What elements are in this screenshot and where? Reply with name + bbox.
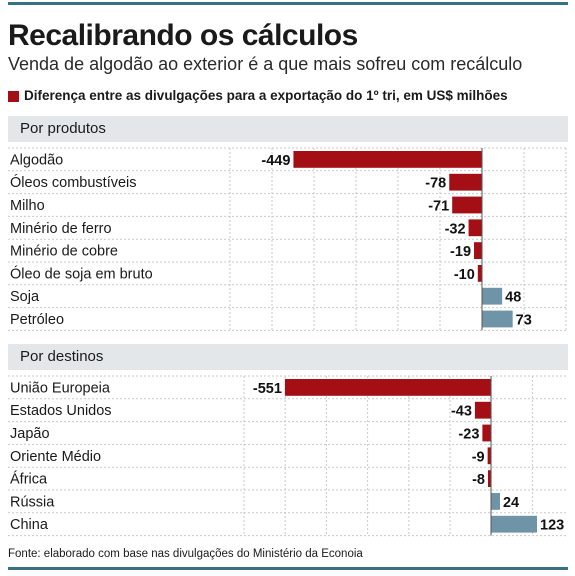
products-value-label: -449 (261, 153, 290, 169)
destinations-category-label: África (10, 471, 48, 488)
destinations-bar (488, 470, 491, 487)
destinations-value-label: -8 (472, 472, 485, 488)
destinations-bar (474, 401, 491, 419)
destinations-value-label: -23 (458, 427, 479, 443)
products-category-label: Soja (10, 289, 40, 305)
section-header-products: Por produtos (8, 116, 568, 142)
products-category-label: Algodão (10, 152, 63, 168)
products-value-label: -71 (428, 199, 449, 215)
products-bar (482, 287, 503, 305)
bottom-rule (8, 567, 568, 570)
products-bar (474, 242, 482, 259)
chart-title: Recalibrando os cálculos (8, 19, 358, 52)
legend-label: Diferença entre as divulgações para a ex… (24, 88, 508, 103)
destinations-category-label: Oriente Médio (10, 449, 101, 465)
destinations-bar (482, 424, 491, 442)
destinations-category-label: Japão (10, 426, 50, 442)
products-category-label: Óleo de soja em bruto (10, 265, 153, 282)
products-category-label: Minério de cobre (10, 244, 118, 260)
products-value-label: 48 (505, 290, 521, 306)
products-bar (477, 265, 482, 282)
products-category-label: Petróleo (10, 312, 64, 328)
products-bar (482, 310, 513, 328)
destinations-value-label: -9 (472, 449, 485, 465)
products-category-label: Óleos combustíveis (10, 174, 137, 191)
section-label-destinations: Por destinos (20, 348, 104, 365)
destinations-category-label: China (10, 517, 49, 533)
chart-destinations: União Europeia -551 Estados Unidos -43 Japão… (8, 375, 568, 537)
destinations-bar (487, 447, 491, 465)
products-bar (293, 151, 482, 168)
chart-subtitle: Venda de algodão ao exterior é a que mai… (8, 54, 523, 74)
products-value-label: 73 (516, 313, 532, 329)
destinations-category-label: Rússia (10, 494, 55, 510)
products-value-label: -10 (454, 267, 475, 283)
chart-products: Algodão -449 Óleos combustíveis -78 Milho -71… (8, 147, 568, 331)
legend-swatch (8, 90, 19, 102)
destinations-category-label: Estados Unidos (10, 403, 112, 419)
products-category-label: Milho (10, 198, 45, 214)
products-bar (468, 219, 482, 237)
section-header-destinations: Por destinos (8, 344, 568, 370)
destinations-bar (491, 493, 500, 510)
destinations-bar (284, 379, 491, 396)
top-rule (8, 2, 568, 5)
destinations-value-label: -551 (253, 381, 282, 397)
destinations-value-label: 123 (540, 518, 564, 534)
source-note: Fonte: elaborado com base nas divulgaçõe… (8, 548, 363, 560)
products-bar (452, 196, 482, 214)
products-value-label: -78 (425, 176, 446, 192)
destinations-value-label: -43 (451, 404, 472, 420)
section-label-products: Por produtos (20, 120, 106, 137)
destinations-bar (491, 515, 538, 533)
products-bar (449, 173, 482, 191)
products-category-label: Minério de ferro (10, 221, 112, 237)
products-value-label: -32 (445, 221, 466, 237)
products-value-label: -19 (450, 244, 471, 260)
destinations-category-label: União Europeia (10, 380, 111, 396)
legend: Diferença entre as divulgações para a ex… (8, 88, 508, 104)
destinations-value-label: 24 (503, 495, 519, 511)
